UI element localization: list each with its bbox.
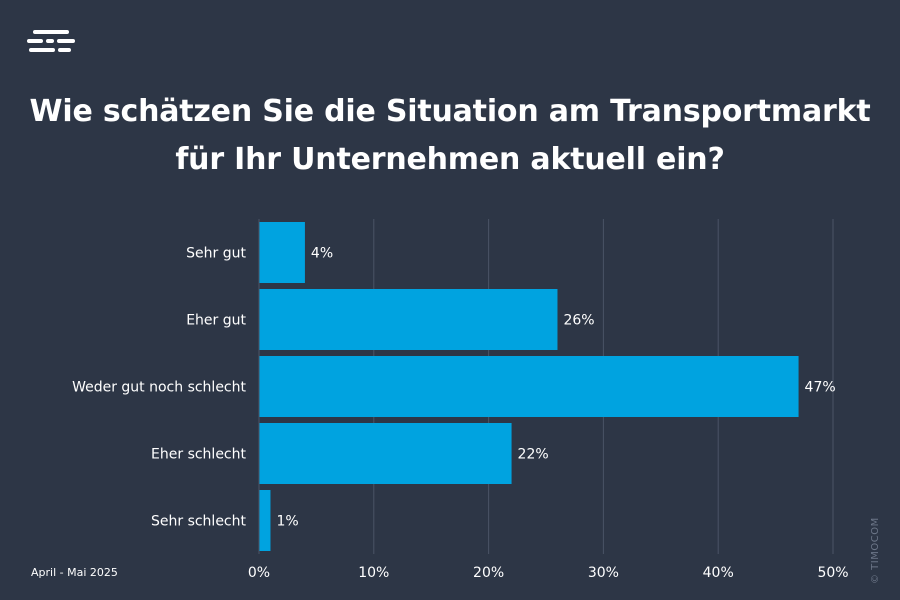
bar (259, 222, 305, 283)
bar (259, 356, 799, 417)
bar (259, 423, 512, 484)
chart-title-line-2: für Ihr Unternehmen aktuell ein? (175, 142, 725, 177)
category-label: Sehr gut (186, 246, 246, 262)
data-label: 4% (311, 246, 333, 262)
data-label: 22% (518, 447, 549, 463)
x-tick-label: 20% (473, 565, 504, 581)
chart-title-line-1: Wie schätzen Sie die Situation am Transp… (29, 94, 871, 129)
x-tick-label: 40% (703, 565, 734, 581)
copyright-notice: © TIMOCOM (870, 517, 881, 584)
category-label: Eher gut (186, 313, 246, 329)
x-tick-label: 30% (588, 565, 619, 581)
data-label: 26% (563, 313, 594, 329)
bar (259, 490, 271, 551)
data-label: 1% (276, 514, 298, 530)
category-label: Weder gut noch schlecht (72, 380, 246, 396)
x-tick-label: 10% (358, 565, 389, 581)
x-tick-label: 0% (248, 565, 270, 581)
x-tick-label: 50% (817, 565, 848, 581)
survey-period: April - Mai 2025 (31, 566, 118, 579)
timocom-logo-icon (27, 30, 75, 52)
bar (259, 289, 558, 350)
category-label: Sehr schlecht (151, 514, 247, 530)
chart-title: Wie schätzen Sie die Situation am Transp… (0, 88, 900, 184)
category-label: Eher schlecht (151, 447, 246, 463)
data-label: 47% (805, 380, 836, 396)
